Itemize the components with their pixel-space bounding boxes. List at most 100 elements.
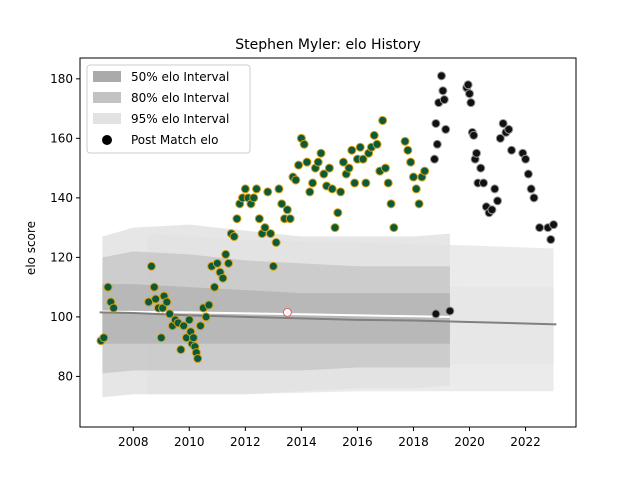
post-match-point	[403, 145, 413, 155]
x-tick-label: 2008	[118, 435, 149, 449]
post-match-point	[369, 130, 379, 140]
x-axis: 2008 2010 2012 2014 2016 2018 2020 2022	[118, 427, 541, 449]
post-match-point	[432, 139, 442, 149]
post-match-point	[165, 309, 175, 319]
post-match-point	[487, 205, 497, 215]
post-match-point	[344, 163, 354, 173]
post-match-point	[210, 282, 220, 292]
post-match-point	[252, 184, 262, 194]
post-match-point	[436, 71, 446, 81]
post-match-point	[260, 223, 270, 233]
post-match-point	[378, 115, 388, 125]
legend-label: 50% elo Interval	[131, 70, 229, 84]
post-match-point	[277, 199, 287, 209]
post-match-point	[495, 133, 505, 143]
post-match-point	[274, 184, 284, 194]
legend-label: 95% elo Interval	[131, 112, 229, 126]
post-match-point	[380, 163, 390, 173]
post-match-point	[327, 184, 337, 194]
post-match-point	[372, 139, 382, 149]
x-tick-label: 2022	[510, 435, 541, 449]
post-match-point	[179, 321, 189, 331]
post-match-point	[521, 154, 531, 164]
x-tick-label: 2020	[454, 435, 485, 449]
median-elo-line	[99, 311, 557, 326]
legend: 50% elo Interval 80% elo Interval 95% elo …	[86, 64, 251, 154]
post-match-point	[313, 157, 323, 167]
post-match-point	[463, 80, 473, 90]
post-match-point	[266, 229, 276, 239]
post-match-point	[350, 178, 360, 188]
post-match-point	[441, 124, 451, 134]
x-tick-label: 2010	[174, 435, 205, 449]
post-match-point	[103, 282, 113, 292]
post-match-point	[224, 258, 234, 268]
legend-frame	[86, 64, 251, 154]
post-match-point	[347, 145, 357, 155]
post-match-point	[383, 178, 393, 188]
legend-label: Post Match elo	[131, 133, 218, 147]
y-tick-label: 120	[50, 250, 73, 264]
post-match-point	[324, 163, 334, 173]
post-match-point	[355, 142, 365, 152]
post-match-point	[411, 184, 421, 194]
post-match-point	[184, 315, 194, 325]
y-tick-label: 180	[50, 72, 73, 86]
post-match-point	[151, 294, 161, 304]
post-match-point	[439, 95, 449, 105]
post-match-point	[195, 321, 205, 331]
post-match-point	[291, 175, 301, 185]
post-match-point	[526, 184, 536, 194]
post-match-point	[201, 312, 211, 322]
post-match-point	[472, 148, 482, 158]
y-axis-label: elo score	[24, 221, 38, 275]
post-match-point	[420, 166, 430, 176]
post-match-point	[504, 124, 514, 134]
post-match-point	[218, 273, 228, 283]
post-match-point	[162, 297, 172, 307]
y-tick-label: 140	[50, 191, 73, 205]
post-match-point	[316, 148, 326, 158]
x-tick-label: 2014	[286, 435, 317, 449]
post-match-point	[294, 160, 304, 170]
x-tick-label: 2018	[398, 435, 429, 449]
post-match-point	[240, 184, 250, 194]
legend-swatch	[93, 92, 121, 103]
post-match-point	[389, 223, 399, 233]
post-match-point	[490, 184, 500, 194]
post-match-point	[431, 118, 441, 128]
post-match-point	[319, 169, 329, 179]
legend-marker	[102, 135, 112, 145]
post-match-point	[263, 187, 273, 197]
post-match-point	[361, 178, 371, 188]
y-tick-label: 160	[50, 131, 73, 145]
post-match-point	[212, 258, 222, 268]
post-match-point	[465, 89, 475, 99]
plot-frame	[79, 57, 577, 428]
post-match-point	[414, 199, 424, 209]
legend-swatch	[93, 113, 121, 124]
post-match-point	[149, 282, 159, 292]
post-match-point	[507, 145, 517, 155]
post-match-point	[146, 261, 156, 271]
post-match-point	[268, 261, 278, 271]
post-match-point	[338, 157, 348, 167]
post-match-point	[254, 214, 264, 224]
post-match-point	[302, 157, 312, 167]
post-match-point	[156, 333, 166, 343]
post-match-point	[308, 178, 318, 188]
post-match-point	[188, 333, 198, 343]
post-match-point	[299, 139, 309, 149]
post-match-point	[249, 193, 259, 203]
legend-swatch	[93, 71, 121, 82]
post-match-point	[333, 208, 343, 218]
post-match-point	[204, 300, 214, 310]
post-match-point	[429, 154, 439, 164]
post-match-point	[529, 193, 539, 203]
post-match-point	[358, 154, 368, 164]
x-tick-label: 2016	[342, 435, 373, 449]
post-match-point	[193, 354, 203, 364]
post-match-point	[271, 238, 281, 247]
post-match-point	[282, 205, 292, 215]
